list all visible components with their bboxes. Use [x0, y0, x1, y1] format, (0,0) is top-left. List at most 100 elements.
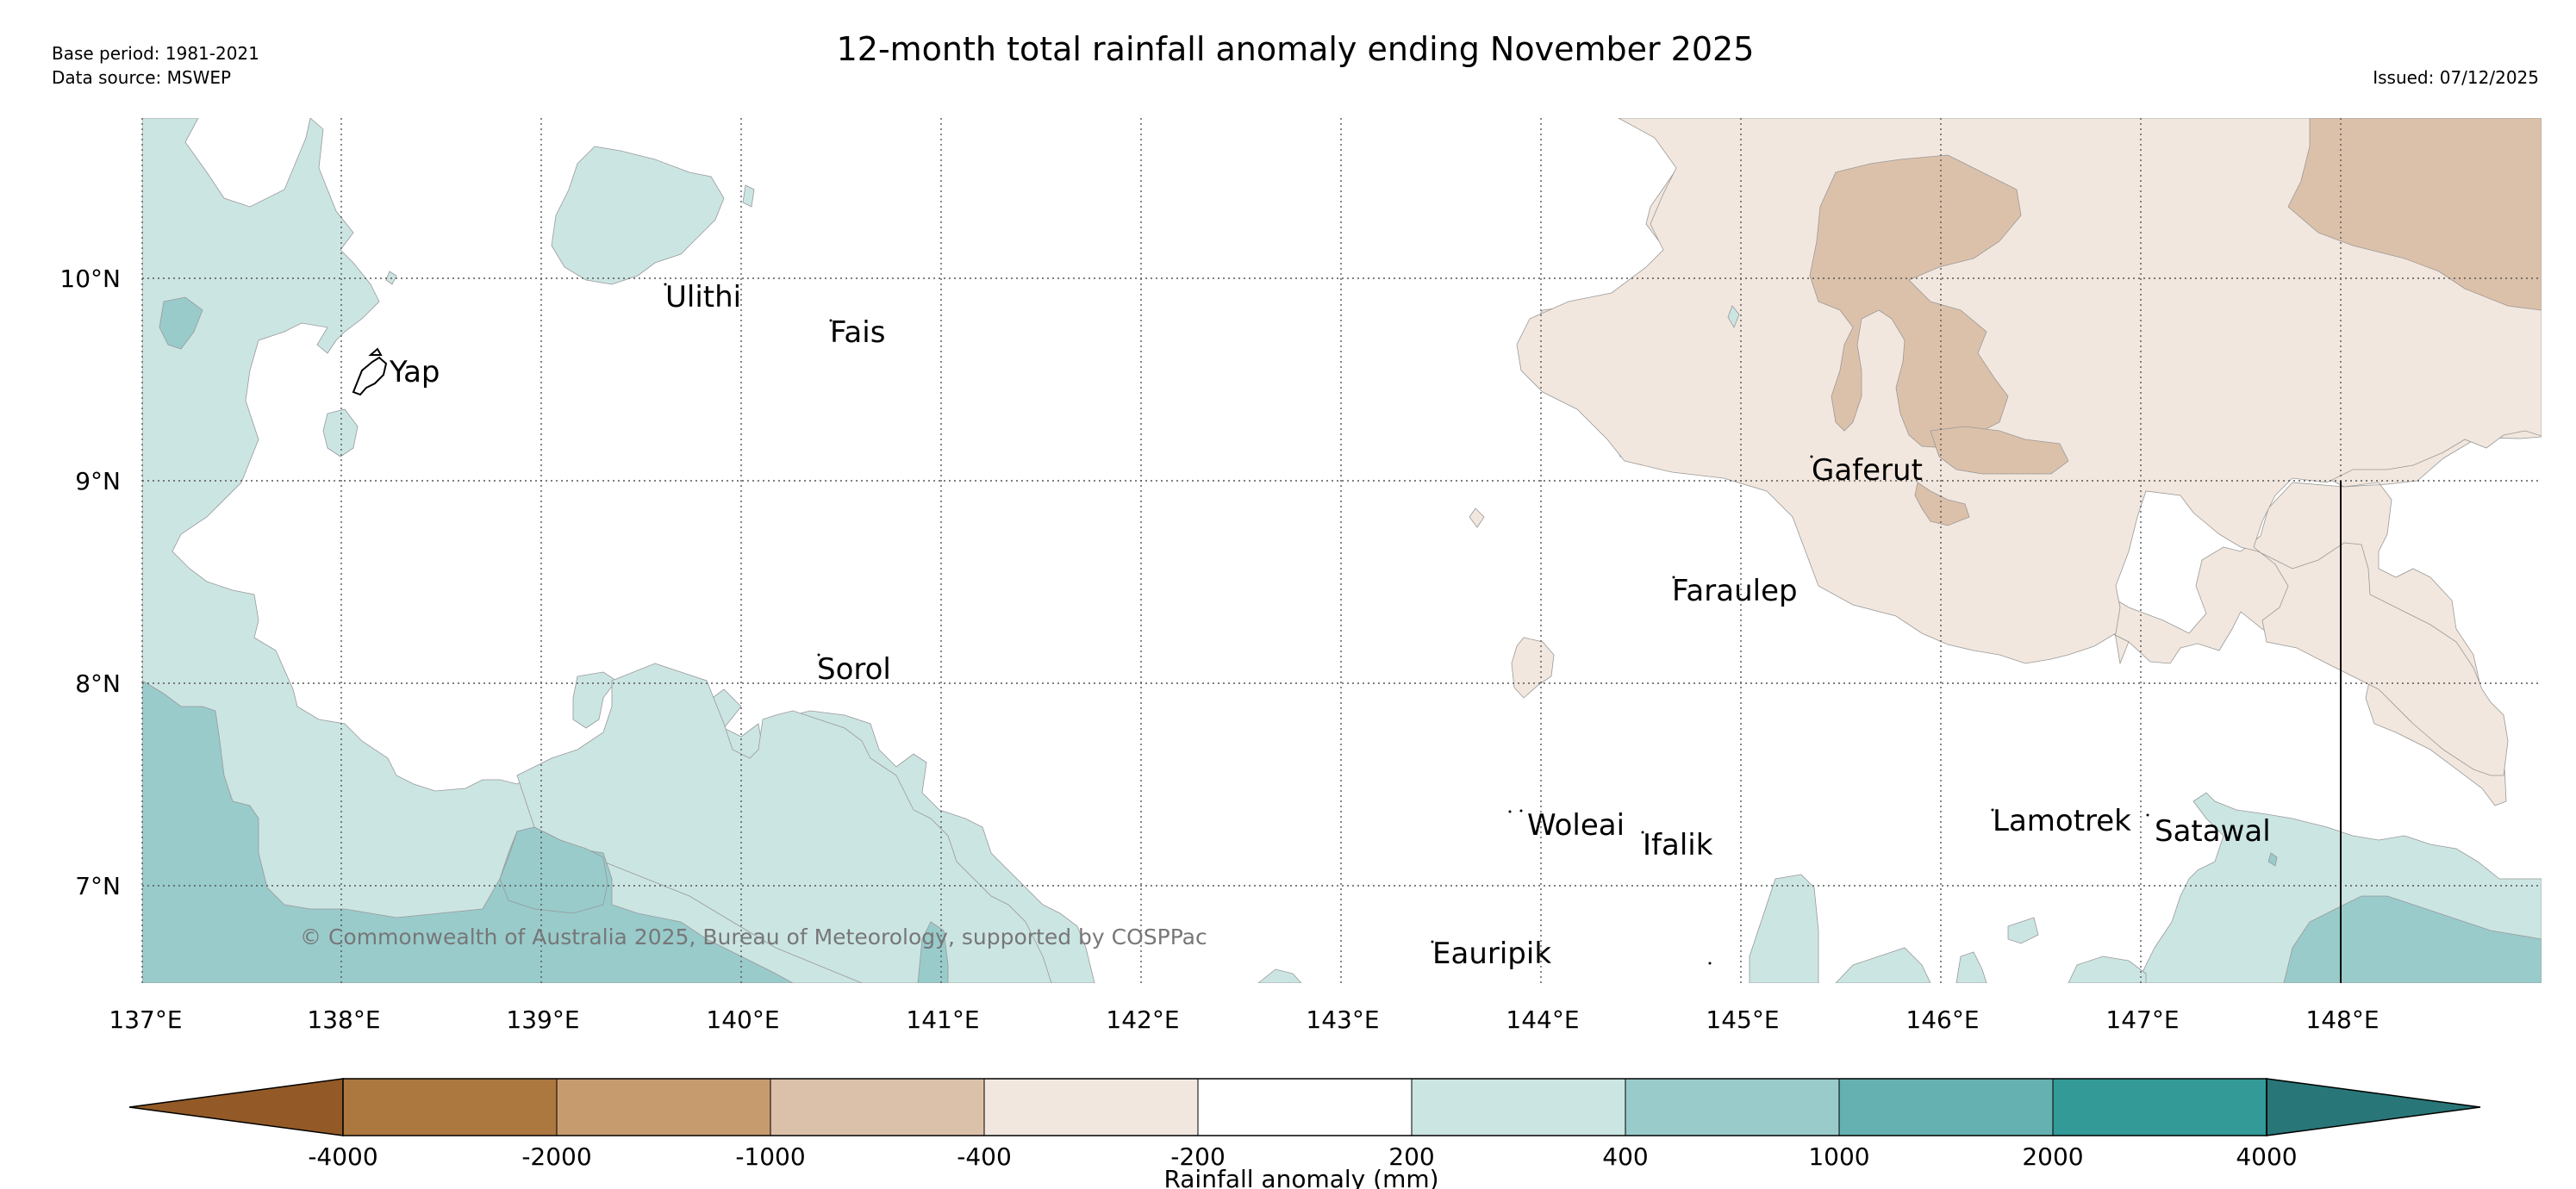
lon-tick-144: 144°E — [1506, 1005, 1579, 1034]
colorbar-tick-labels: -4000 -2000 -1000 -400 -200 200 400 1000… — [308, 1142, 2297, 1171]
wet-anomaly-east-small-2 — [1835, 947, 1931, 983]
anomaly-contours — [142, 118, 2542, 983]
place-label-eauripik: Eauripik — [1432, 937, 1551, 971]
colorbar-tick: 400 — [1602, 1142, 1648, 1171]
wet-strong-island-north — [159, 296, 203, 350]
place-label-lamotrek: Lamotrek — [1993, 804, 2131, 838]
wet-anomaly-east-small-1 — [1749, 874, 1819, 983]
place-label-faraulep: Faraulep — [1672, 574, 1798, 608]
wet-strong-region-southwest — [142, 680, 794, 983]
colorbar-tick: 4000 — [2236, 1142, 2297, 1171]
colorbar-bin-4 — [984, 1079, 1198, 1136]
colorbar-extend-high — [2266, 1078, 2481, 1136]
latitude-tick-labels: 10°N 9°N 8°N 7°N — [59, 265, 121, 900]
lon-tick-142: 142°E — [1106, 1005, 1179, 1034]
wet-anomaly-east-small-5 — [2068, 956, 2147, 983]
colorbar-bin-3 — [770, 1079, 984, 1136]
dry-strong-region-central — [1809, 154, 2022, 449]
issued-date: Issued: 07/12/2025 — [2373, 67, 2539, 88]
base-period-note: Base period: 1981-2021 — [52, 43, 259, 64]
colorbar-bin-6 — [1412, 1079, 1625, 1136]
place-marker-gaferut — [1810, 455, 1813, 458]
lon-tick-141: 141°E — [906, 1005, 979, 1034]
place-label-fais: Fais — [830, 315, 885, 350]
place-labels: Ulithi Fais Yap Gaferut Faraulep Sorol W… — [389, 280, 2271, 971]
dry-anomaly-small-patch — [1511, 637, 1555, 699]
lat-tick-10: 10°N — [59, 265, 121, 293]
place-label-sorol: Sorol — [817, 652, 891, 687]
wet-anomaly-small-island-3 — [322, 408, 359, 458]
lon-tick-140: 140°E — [706, 1005, 779, 1034]
colorbar-bin-8 — [1839, 1079, 2053, 1136]
lon-tick-148: 148°E — [2305, 1005, 2379, 1034]
colorbar-dividers — [556, 1079, 2054, 1136]
map-gridlines — [141, 118, 2542, 983]
colorbar-frame — [342, 1078, 2267, 1136]
lon-tick-147: 147°E — [2105, 1005, 2179, 1034]
colorbar-bin-5 — [1198, 1079, 1412, 1136]
place-marker-sorol — [817, 653, 820, 657]
place-marker-ifalik — [1641, 831, 1644, 834]
dry-anomaly-tiny-patch — [1469, 507, 1485, 528]
lon-tick-145: 145°E — [1706, 1005, 1779, 1034]
wet-strong-region-south-1 — [917, 921, 949, 983]
dry-strong-region-east-patch — [1930, 426, 2069, 475]
dry-anomaly-tiny-patch-2 — [1727, 305, 1740, 328]
wet-strong-small-2 — [2267, 852, 2278, 867]
dry-strong-region-northeast — [2287, 118, 2542, 311]
lat-tick-9: 9°N — [75, 467, 121, 495]
place-marker-eauripik — [1431, 940, 1434, 943]
data-source-note: Data source: MSWEP — [52, 67, 231, 88]
place-label-ulithi: Ulithi — [665, 280, 741, 314]
wet-anomaly-small-island-4 — [572, 671, 617, 729]
colorbar-tick: -2000 — [521, 1142, 591, 1171]
colorbar-tick: -200 — [1170, 1142, 1226, 1171]
lon-tick-138: 138°E — [307, 1005, 380, 1034]
colorbar-tick: -400 — [957, 1142, 1012, 1171]
wet-strong-region-mid — [499, 826, 608, 914]
place-marker-woleai-b — [1519, 809, 1523, 812]
colorbar-bin-1 — [343, 1079, 557, 1136]
place-marker-faraulep — [1672, 576, 1675, 579]
colorbar-bin-7 — [1625, 1079, 1839, 1136]
place-marker-fais — [829, 319, 833, 322]
colorbar-tick: -1000 — [735, 1142, 805, 1171]
wet-anomaly-island-ulithi-area — [551, 146, 725, 285]
colorbar: -4000 -2000 -1000 -400 -200 200 400 1000… — [128, 1078, 2481, 1189]
lat-tick-8: 8°N — [75, 669, 121, 698]
colorbar-bin-9 — [2053, 1079, 2267, 1136]
wet-anomaly-east-small-3 — [1955, 951, 1987, 983]
place-label-yap: Yap — [389, 355, 440, 389]
colorbar-label: Rainfall anomaly (mm) — [1163, 1165, 1438, 1189]
lat-tick-7: 7°N — [75, 872, 121, 900]
colorbar-tick: 200 — [1388, 1142, 1434, 1171]
lon-tick-139: 139°E — [506, 1005, 579, 1034]
place-marker-satawal — [2146, 813, 2149, 817]
colorbar-bin-2 — [557, 1079, 770, 1136]
map-panel: Ulithi Fais Yap Gaferut Faraulep Sorol W… — [141, 118, 2542, 983]
wet-anomaly-small-island-1 — [742, 184, 755, 208]
place-marker-lamotrek — [1991, 808, 1994, 812]
colorbar-extend-low — [128, 1078, 344, 1136]
place-label-ifalik: Ifalik — [1643, 828, 1713, 862]
place-marker-ulithi — [664, 283, 667, 286]
place-label-woleai: Woleai — [1527, 808, 1625, 843]
yap-island-outline — [352, 347, 388, 396]
dry-strong-region-small — [1914, 482, 1970, 526]
lon-tick-146: 146°E — [1905, 1005, 1979, 1034]
wet-anomaly-south-small-1 — [1257, 968, 1302, 983]
place-label-gaferut: Gaferut — [1812, 453, 1923, 488]
copyright-notice: © Commonwealth of Australia 2025, Bureau… — [300, 924, 1207, 949]
longitude-tick-labels: 137°E 138°E 139°E 140°E 141°E 142°E 143°… — [109, 1005, 2379, 1034]
lon-tick-143: 143°E — [1306, 1005, 1379, 1034]
place-marker-woleai-a — [1508, 810, 1512, 813]
colorbar-tick: 2000 — [2022, 1142, 2083, 1171]
place-markers — [664, 283, 2149, 965]
place-marker-misc — [1708, 962, 1712, 965]
colorbar-tick: -4000 — [308, 1142, 377, 1171]
wet-anomaly-east-small-4 — [2007, 917, 2039, 944]
lon-tick-137: 137°E — [109, 1005, 182, 1034]
colorbar-tick: 1000 — [1808, 1142, 1869, 1171]
map-title: 12-month total rainfall anomaly ending N… — [837, 30, 1755, 68]
